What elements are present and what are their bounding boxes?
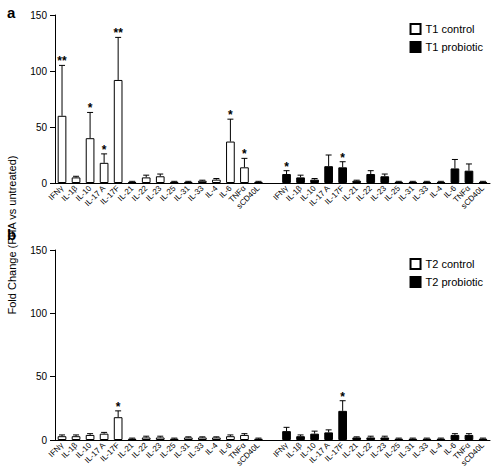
svg-text:*: * [102, 143, 107, 157]
svg-text:150: 150 [30, 10, 47, 21]
svg-text:IL-17 A: IL-17 A [83, 440, 108, 466]
svg-text:0: 0 [41, 435, 47, 446]
svg-text:IL-22: IL-22 [130, 440, 150, 461]
svg-text:IL-4: IL-4 [428, 183, 444, 199]
svg-text:IL-6: IL-6 [442, 440, 459, 457]
svg-text:IFNγ: IFNγ [271, 440, 290, 460]
svg-text:IL-23: IL-23 [144, 440, 164, 461]
svg-text:a: a [7, 4, 16, 21]
svg-text:IL-17F: IL-17F [323, 440, 346, 464]
svg-text:IL-17F: IL-17F [323, 183, 346, 207]
svg-text:TNFα: TNFα [451, 440, 473, 462]
svg-text:IL-21: IL-21 [116, 183, 136, 204]
svg-text:IL-17F: IL-17F [98, 183, 122, 207]
svg-text:*: * [88, 101, 93, 115]
svg-text:IFNγ: IFNγ [271, 183, 290, 203]
svg-text:50: 50 [36, 371, 48, 382]
svg-text:IL-33: IL-33 [410, 183, 430, 204]
svg-text:IL-31: IL-31 [396, 183, 416, 204]
svg-text:IL-21: IL-21 [116, 440, 136, 461]
svg-text:100: 100 [30, 308, 47, 319]
svg-text:sCD40L: sCD40L [459, 183, 486, 210]
svg-text:sCD40L: sCD40L [235, 183, 262, 210]
svg-text:TNFα: TNFα [227, 440, 248, 462]
svg-text:IL-1β: IL-1β [284, 440, 304, 461]
svg-text:IL-33: IL-33 [186, 440, 206, 461]
svg-text:IL-31: IL-31 [172, 440, 192, 461]
svg-text:IL-25: IL-25 [382, 183, 402, 204]
svg-text:IL-21: IL-21 [340, 440, 360, 461]
svg-text:IL-33: IL-33 [186, 183, 206, 204]
svg-text:IL-25: IL-25 [158, 440, 178, 461]
svg-text:Fold Change (PHA vs untreated): Fold Change (PHA vs untreated) [6, 156, 18, 315]
svg-text:**: ** [57, 54, 67, 68]
svg-text:*: * [116, 400, 121, 414]
svg-text:IL-31: IL-31 [396, 440, 416, 461]
svg-text:IL-6: IL-6 [442, 183, 459, 200]
svg-text:IL-33: IL-33 [410, 440, 430, 461]
svg-text:50: 50 [36, 122, 48, 133]
svg-text:sCD40L: sCD40L [235, 440, 262, 467]
svg-text:IL-4: IL-4 [203, 183, 219, 199]
svg-text:IL-6: IL-6 [217, 183, 234, 200]
svg-text:TNFα: TNFα [227, 183, 248, 205]
svg-text:*: * [284, 160, 289, 174]
svg-text:IL-23: IL-23 [368, 183, 388, 204]
svg-text:IL-10: IL-10 [298, 440, 318, 461]
svg-text:IL-23: IL-23 [368, 440, 388, 461]
svg-text:0: 0 [41, 178, 47, 189]
svg-text:IL-10: IL-10 [74, 183, 94, 204]
svg-text:*: * [242, 147, 247, 161]
svg-text:IL-1β: IL-1β [284, 183, 304, 204]
svg-text:IL-4: IL-4 [428, 440, 444, 456]
svg-text:b: b [7, 226, 16, 243]
svg-text:IL-17 A: IL-17 A [307, 440, 332, 466]
svg-text:IL-6: IL-6 [217, 440, 234, 457]
svg-text:IL-4: IL-4 [203, 440, 219, 456]
svg-text:*: * [228, 108, 233, 122]
svg-text:T1 control: T1 control [426, 23, 475, 35]
svg-text:IL-21: IL-21 [340, 183, 360, 204]
svg-text:IL-1β: IL-1β [59, 183, 80, 204]
svg-text:IL-25: IL-25 [158, 183, 178, 204]
svg-text:IL-22: IL-22 [130, 183, 150, 204]
svg-text:100: 100 [30, 66, 47, 77]
svg-text:IL-22: IL-22 [354, 183, 374, 204]
svg-text:T1 probiotic: T1 probiotic [426, 41, 484, 53]
svg-text:IFNγ: IFNγ [46, 183, 66, 203]
svg-text:TNFα: TNFα [451, 183, 473, 205]
svg-text:T2 control: T2 control [426, 258, 475, 270]
svg-text:sCD40L: sCD40L [459, 440, 486, 467]
svg-text:150: 150 [30, 245, 47, 256]
svg-text:IL-22: IL-22 [354, 440, 374, 461]
svg-text:IL-25: IL-25 [382, 440, 402, 461]
svg-text:*: * [340, 390, 345, 404]
svg-text:**: ** [113, 26, 123, 40]
svg-text:T2 probiotic: T2 probiotic [426, 276, 484, 288]
svg-text:IL-31: IL-31 [172, 183, 192, 204]
svg-text:IFNγ: IFNγ [46, 440, 66, 460]
svg-text:IL-17 A: IL-17 A [307, 183, 332, 209]
svg-text:IL-17 A: IL-17 A [83, 183, 108, 209]
svg-text:IL-23: IL-23 [144, 183, 164, 204]
svg-text:IL-17F: IL-17F [98, 440, 122, 464]
svg-text:*: * [340, 151, 345, 165]
svg-text:IL-1β: IL-1β [59, 440, 80, 461]
svg-text:IL-10: IL-10 [298, 183, 318, 204]
svg-text:IL-10: IL-10 [74, 440, 94, 461]
